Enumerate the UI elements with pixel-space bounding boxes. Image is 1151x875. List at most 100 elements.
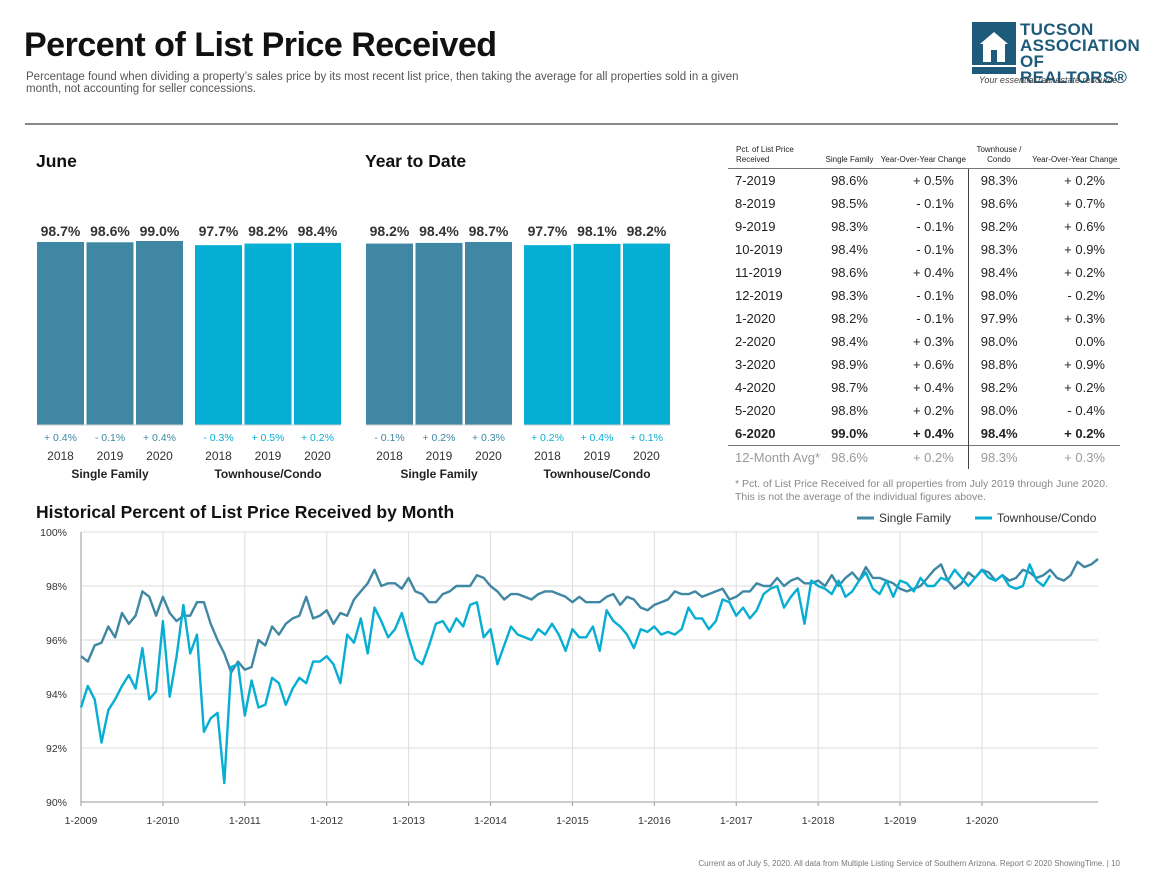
bar-change-label: + 0.1% [630,432,663,444]
page-footer: Current as of July 5, 2020. All data fro… [698,859,1120,868]
table-cell: 98.7% [831,380,868,395]
y-tick-label: 96% [46,635,67,647]
bar [366,243,413,425]
table-cell: + 0.2% [1064,173,1105,188]
bar-value-label: 97.7% [528,223,568,239]
bar [86,242,134,425]
bar-value-label: 98.2% [248,223,288,239]
table-row: 5-2020 98.8% + 0.2% 98.0% - 0.4% [728,399,1120,422]
table-cell: 98.8% [831,403,868,418]
table-header-row: Pct. of List Price Received Single Famil… [728,145,1120,169]
table-cell: + 0.4% [912,380,954,395]
table-cell: 98.3% [967,445,1030,469]
x-tick-label: 1-2013 [392,815,425,827]
table-cell: 98.3% [967,168,1030,192]
bar-value-label: 98.7% [41,223,81,239]
table-row: 11-2019 98.6% + 0.4% 98.4% + 0.2% [728,261,1120,284]
bar-change-label: + 0.4% [143,432,176,444]
table-avg-row: 12-Month Avg* 98.6% + 0.2% 98.3% + 0.3% [728,445,1120,469]
table-cell: + 0.9% [1064,357,1105,372]
table-row: 10-2019 98.4% - 0.1% 98.3% + 0.9% [728,238,1120,261]
table-cell: 98.4% [967,422,1030,446]
table-cell: 2-2020 [735,334,776,349]
table-cell: 98.0% [967,330,1030,353]
table-row: 6-2020 99.0% + 0.4% 98.4% + 0.2% [728,422,1120,446]
logo-house-icon [972,22,1016,74]
bar [465,241,512,425]
x-tick-label: 1-2012 [310,815,343,827]
bar-value-label: 98.4% [419,223,459,239]
table-cell: 10-2019 [735,242,783,257]
bar-change-label: + 0.2% [301,432,334,444]
table-cell: + 0.2% [878,445,969,469]
table-cell: 98.2% [967,376,1030,399]
bar-change-label: + 0.3% [472,432,505,444]
bar-change-label: - 0.1% [95,432,125,444]
single-family-line [80,558,1099,674]
bar-year-label: 2019 [97,449,124,463]
x-tick-label: 1-2019 [884,815,917,827]
bar-group-label: Single Family [400,467,478,481]
bar-year-label: 2020 [146,449,173,463]
bar [136,241,183,425]
table-row: 9-2019 98.3% - 0.1% 98.2% + 0.6% [728,215,1120,238]
table-cell: + 0.3% [1029,445,1120,469]
table-cell: 3-2020 [735,357,776,372]
table-row: 8-2019 98.5% - 0.1% 98.6% + 0.7% [728,192,1120,215]
x-tick-label: 1-2011 [229,815,261,827]
table-row: 12-2019 98.3% - 0.1% 98.0% - 0.2% [728,284,1120,307]
table-cell: 98.4% [831,242,868,257]
table-cell: 11-2019 [735,265,782,280]
bar-year-label: 2019 [426,449,453,463]
bar-change-label: - 0.1% [374,432,404,444]
x-tick-label: 1-2010 [147,815,180,827]
logo: TUCSON ASSOCIATION OF REALTORS® Your ess… [968,21,1140,90]
bar-year-label: 2019 [255,449,282,463]
table-cell: 98.3% [831,288,868,303]
divider [25,123,1118,125]
bar-year-label: 2018 [205,449,232,463]
table-cell: - 0.2% [1067,288,1105,303]
x-tick-label: 1-2016 [638,815,671,827]
bar-year-label: 2019 [584,449,611,463]
x-tick-label: 1-2018 [802,815,835,827]
table-header: Pct. of List Price Received [728,145,821,169]
bar-year-label: 2018 [47,449,74,463]
bar-group-label: Townhouse/Condo [214,467,321,481]
bar-value-label: 98.1% [577,223,617,239]
bar-value-label: 98.7% [469,223,509,239]
y-tick-label: 100% [40,527,67,539]
logo-tagline: Your essential real estate resource. [978,75,1120,85]
table-header: Year-Over-Year Change [1029,145,1120,169]
table-cell: 98.4% [831,334,868,349]
table-cell: + 0.3% [912,334,954,349]
bar-year-label: 2018 [534,449,561,463]
monthly-table: Pct. of List Price Received Single Famil… [728,145,1120,469]
table-cell: 98.2% [831,311,868,326]
table-cell: + 0.4% [912,265,954,280]
table-cell: 98.6% [967,192,1030,215]
table-cell: + 0.2% [912,403,954,418]
bar-year-label: 2020 [475,449,502,463]
townhouse-condo-line [79,563,1052,785]
table-cell: 98.5% [831,196,868,211]
table-cell: + 0.2% [1064,265,1105,280]
x-tick-label: 1-2020 [966,815,999,827]
table-cell: 12-Month Avg* [728,445,821,469]
bar [573,243,621,425]
table-cell: + 0.4% [912,426,954,441]
bar-value-label: 98.4% [298,223,338,239]
table-header: Year-Over-Year Change [878,145,969,169]
legend-label: Townhouse/Condo [997,511,1097,525]
bar-group-label: Townhouse/Condo [543,467,650,481]
legend-label: Single Family [879,511,951,525]
bar [294,242,341,425]
logo-wordmark: TUCSON ASSOCIATION OF REALTORS® [1020,20,1141,87]
y-tick-label: 90% [46,797,67,809]
bar-value-label: 98.2% [627,223,667,239]
bar-change-label: - 0.3% [203,432,233,444]
table-row: 7-2019 98.6% + 0.5% 98.3% + 0.2% [728,168,1120,192]
table-cell: 98.2% [967,215,1030,238]
bar-year-label: 2018 [376,449,403,463]
footnote: * Pct. of List Price Received for all pr… [735,478,1108,503]
